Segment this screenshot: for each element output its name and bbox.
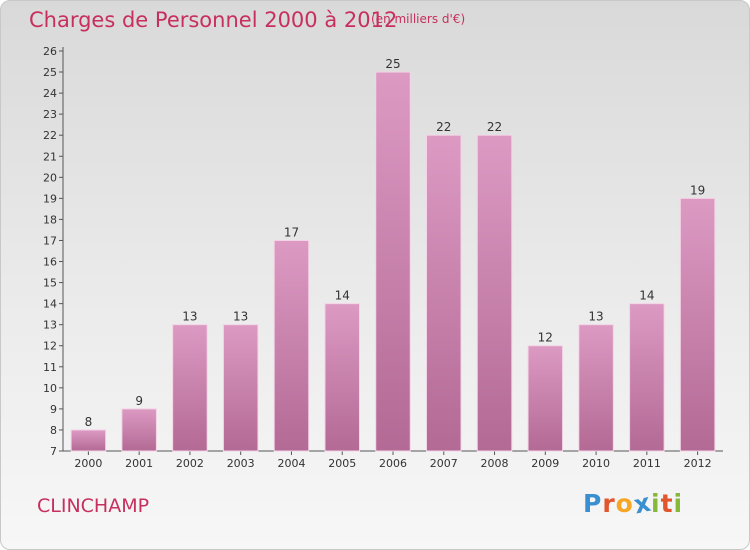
bar-2009 [527,345,564,452]
x-tick-label: 2010 [582,457,610,470]
value-label-2005: 14 [335,289,350,303]
y-tick-label: 10 [43,382,57,395]
y-tick-label: 15 [43,277,57,290]
proxiti-logo: Proxiti [583,488,684,520]
bar-2002 [172,324,208,452]
value-label-2006: 25 [385,57,400,71]
bar-2004 [273,239,310,452]
y-tick-label: 24 [43,87,57,100]
bar-2003 [222,324,259,452]
value-label-2000: 8 [85,415,93,429]
y-tick-label: 26 [43,45,57,58]
chart-title: Charges de Personnel 2000 à 2012 [29,8,398,32]
logo-letter: P [583,489,603,518]
logo-letter: r [602,489,616,518]
y-tick-label: 12 [43,340,57,353]
bar-2001 [121,408,157,452]
x-tick-label: 2012 [684,457,712,470]
value-label-2004: 17 [284,225,299,239]
bar-2012 [679,197,716,452]
x-tick-label: 2001 [125,457,153,470]
x-tick-label: 2009 [531,457,559,470]
logo-letter: o [615,489,634,518]
x-tick-label: 2000 [74,457,102,470]
y-tick-label: 18 [43,213,57,226]
x-tick-label: 2003 [227,457,255,470]
logo-letter: i [651,489,661,518]
value-label-2002: 13 [182,310,197,324]
labels: 8 9 13 13 17 14 25 22 22 12 13 14 19 [85,57,706,429]
value-label-2007: 22 [436,120,451,134]
logo-letter: t [660,489,674,518]
x-tick-label: 2011 [633,457,661,470]
value-label-2011: 14 [639,289,654,303]
bar-2007 [426,134,462,452]
bar-2000 [70,429,107,452]
location-name: CLINCHAMP [37,495,150,517]
bar-2010 [578,324,614,452]
y-tick-label: 13 [43,319,57,332]
y-tick-label: 17 [43,234,57,247]
bar-2006 [375,71,411,452]
y-tick-label: 11 [43,361,57,374]
y-tick-label: 22 [43,129,57,142]
x-tick-label: 2002 [176,457,204,470]
value-label-2008: 22 [487,120,502,134]
bar-2008 [476,134,513,452]
y-tick-label: 9 [50,403,57,416]
y-tick-label: 8 [50,424,57,437]
x-tick-label: 2004 [277,457,305,470]
y-tick-label: 19 [43,192,57,205]
value-label-2003: 13 [233,310,248,324]
logo-letter: i [673,489,684,518]
y-tick-label: 7 [50,445,57,458]
axes: 7 8 9 10 11 12 13 14 15 16 17 18 19 20 21 22 23 24 25 26 200… [43,45,723,470]
chart-subtitle: (en milliers d'€) [371,12,466,26]
y-tick-label: 23 [43,108,57,121]
value-label-2010: 13 [588,310,603,324]
x-tick-label: 2008 [481,457,509,470]
value-label-2001: 9 [135,394,143,408]
x-tick-label: 2007 [430,457,458,470]
value-label-2009: 12 [538,331,553,345]
x-tick-label: 2006 [379,457,407,470]
bar-2011 [629,303,665,452]
y-tick-label: 16 [43,256,57,269]
y-tick-label: 25 [43,66,57,79]
x-tick-label: 2005 [328,457,356,470]
value-label-2012: 19 [690,183,705,197]
y-tick-label: 21 [43,150,57,163]
y-tick-label: 20 [43,171,57,184]
bars [70,71,716,452]
y-tick-label: 14 [43,298,57,311]
bar-2005 [324,303,360,452]
